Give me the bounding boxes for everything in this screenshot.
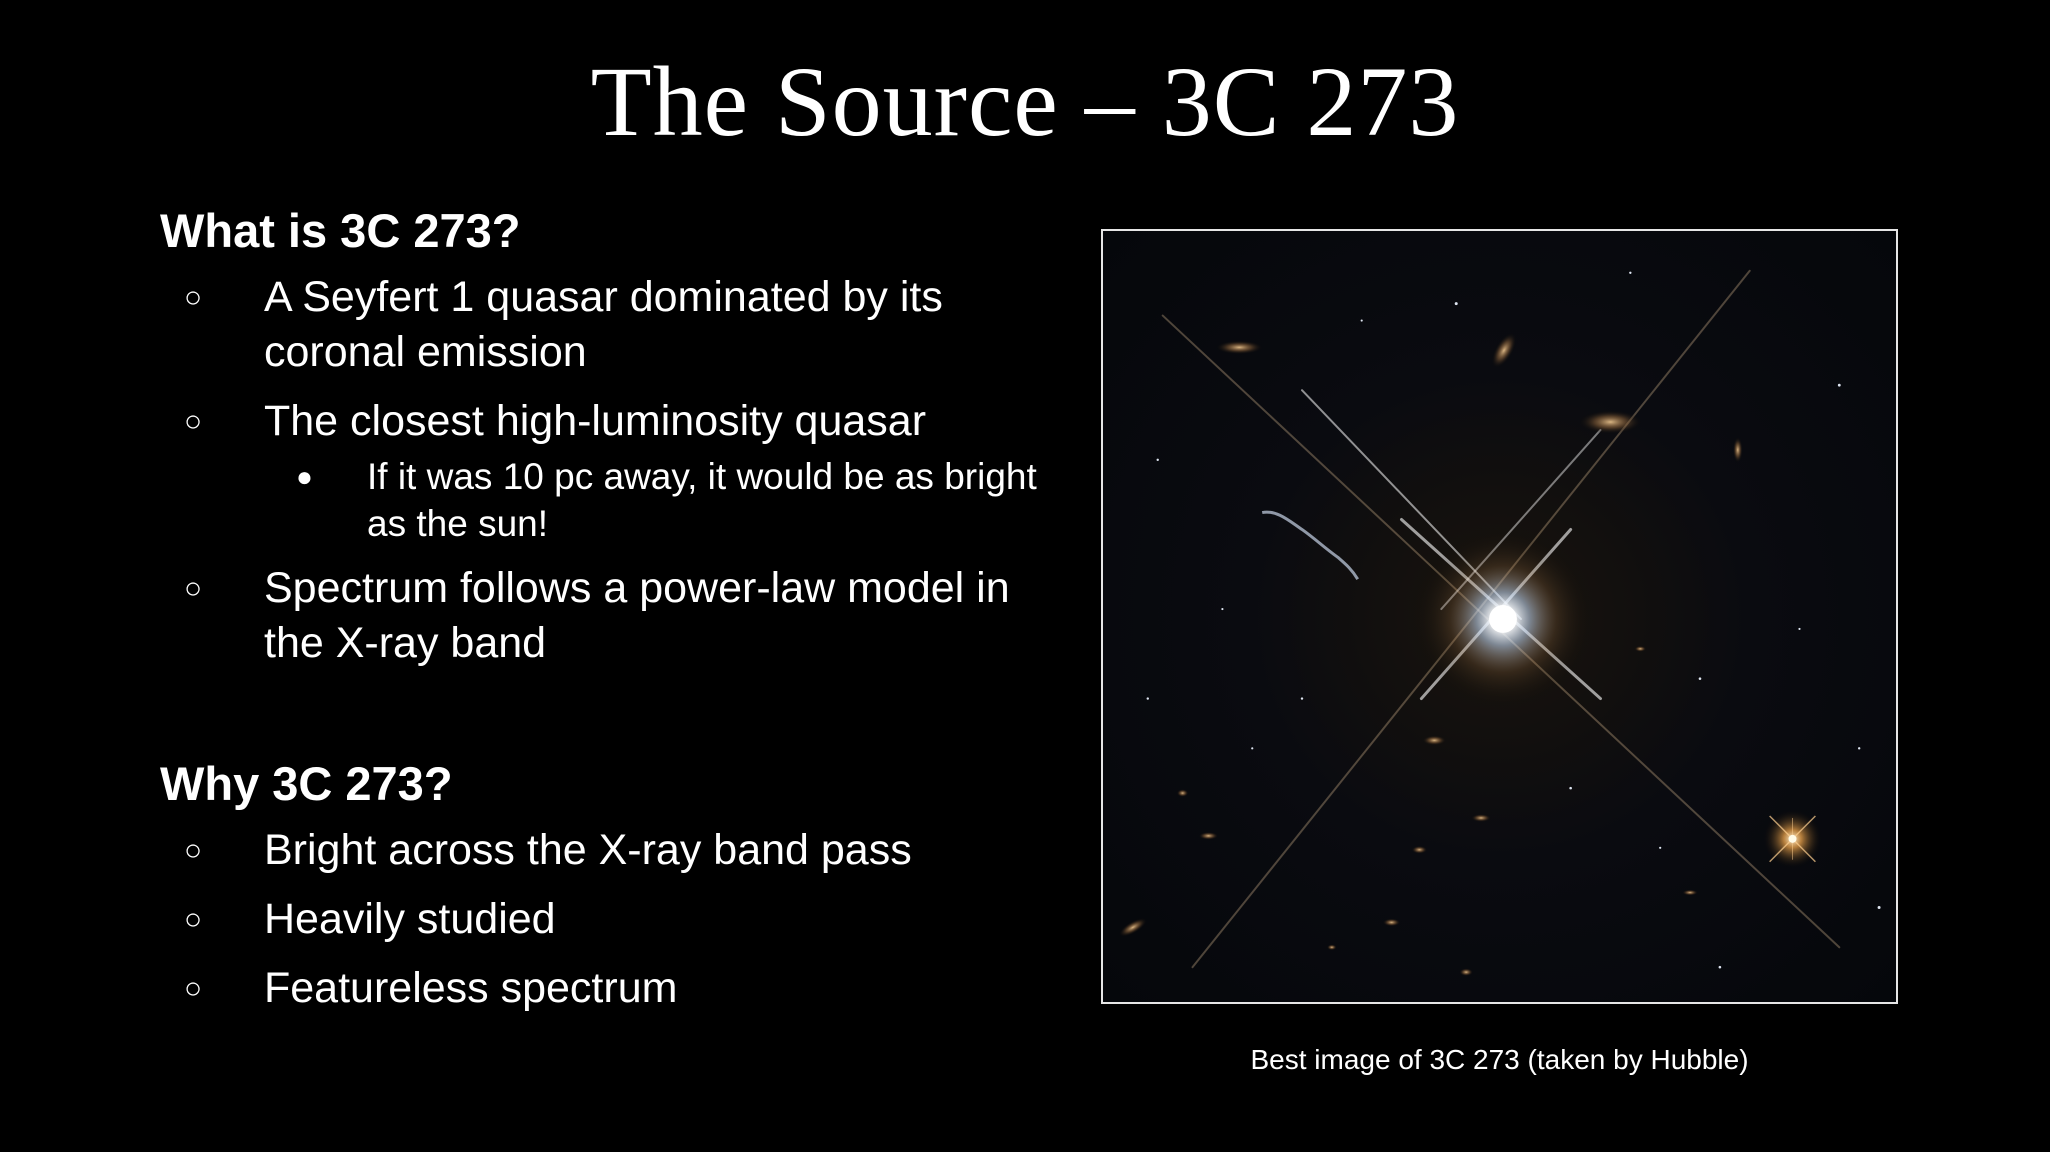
list-item: ○ The closest high-luminosity quasar ● I… <box>160 394 1040 547</box>
list-item: ○ Featureless spectrum <box>160 961 1040 1016</box>
sub-list-item: ● If it was 10 pc away, it would be as b… <box>264 453 1040 547</box>
hollow-circle-bullet-icon: ○ <box>184 572 203 605</box>
hollow-circle-bullet-icon: ○ <box>184 834 203 867</box>
hollow-circle-bullet-icon: ○ <box>184 903 203 936</box>
slide-title: The Source – 3C 273 <box>590 46 1460 157</box>
list-item: ○ Spectrum follows a power-law model in … <box>160 561 1040 671</box>
list-item-text: A Seyfert 1 quasar dominated by its coro… <box>264 273 943 376</box>
list-item-text: The closest high-luminosity quasar <box>264 397 927 445</box>
bullet-list-why: ○ Bright across the X-ray band pass ○ He… <box>160 823 1040 1016</box>
hubble-image-frame <box>1101 229 1898 1004</box>
list-item-text: Heavily studied <box>264 895 556 943</box>
filled-circle-bullet-icon: ● <box>296 461 313 492</box>
list-item-text: Featureless spectrum <box>264 964 678 1012</box>
list-item: ○ Heavily studied <box>160 892 1040 947</box>
hollow-circle-bullet-icon: ○ <box>184 405 203 438</box>
section-heading-what: What is 3C 273? <box>160 204 521 257</box>
list-item-text: Bright across the X-ray band pass <box>264 826 912 874</box>
list-item: ○ A Seyfert 1 quasar dominated by its co… <box>160 270 1040 380</box>
content-column: What is 3C 273? ○ A Seyfert 1 quasar dom… <box>160 200 1040 1030</box>
bullet-list-what: ○ A Seyfert 1 quasar dominated by its co… <box>160 270 1040 671</box>
list-item: ○ Bright across the X-ray band pass <box>160 823 1040 878</box>
sub-list-item-text: If it was 10 pc away, it would be as bri… <box>367 456 1037 544</box>
sub-bullet-list: ● If it was 10 pc away, it would be as b… <box>264 453 1040 547</box>
quasar-hubble-image <box>1103 231 1896 1002</box>
section-heading-why: Why 3C 273? <box>160 757 453 810</box>
hollow-circle-bullet-icon: ○ <box>184 281 203 314</box>
section-spacer <box>160 685 1040 753</box>
image-caption: Best image of 3C 273 (taken by Hubble) <box>1250 1044 1749 1075</box>
hollow-circle-bullet-icon: ○ <box>184 972 203 1005</box>
list-item-text: Spectrum follows a power-law model in th… <box>264 564 1010 667</box>
